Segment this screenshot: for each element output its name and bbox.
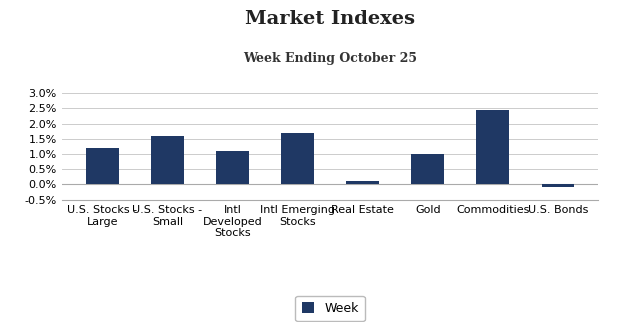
Bar [542,185,574,187]
Text: Week Ending October 25: Week Ending October 25 [243,52,417,64]
Bar [346,181,379,185]
Bar [476,110,509,185]
Bar [412,154,444,185]
Bar [216,151,249,185]
Bar [86,148,118,185]
Text: Market Indexes: Market Indexes [245,10,415,28]
Bar [151,136,184,185]
Bar [281,133,314,185]
Legend: Week: Week [296,296,365,321]
